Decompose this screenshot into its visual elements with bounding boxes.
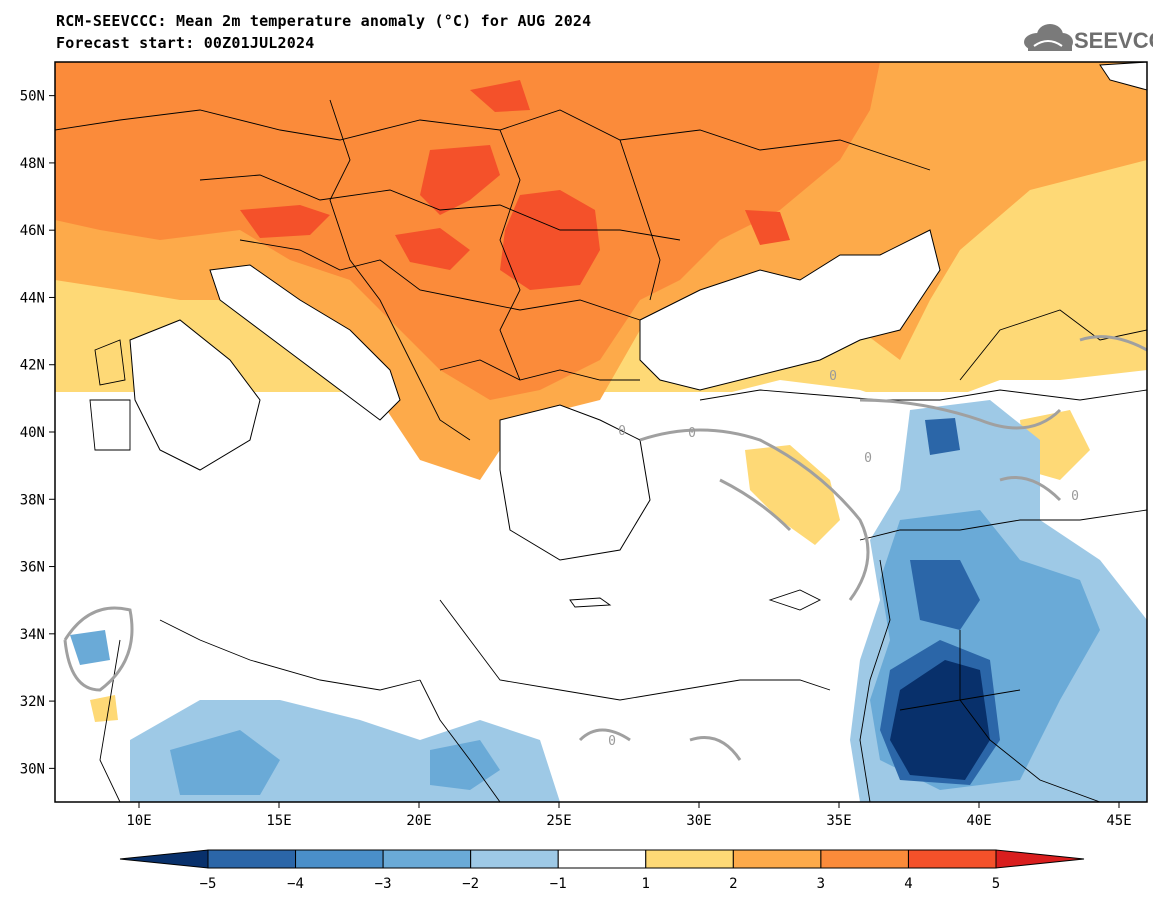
- colorbar-label: −4: [287, 876, 304, 892]
- map-title: RCM-SEEVCCC: Mean 2m temperature anomaly…: [56, 12, 592, 30]
- anomaly-region-red-pannonian: [395, 228, 470, 270]
- zero-contours: [63, 335, 1147, 761]
- adriatic-sea: [209, 264, 401, 421]
- colorbar-label: 5: [992, 876, 1000, 892]
- lon-tick-label: 10E: [126, 813, 151, 829]
- colorbar-segment: [295, 849, 384, 869]
- contour-zero-label: 0: [864, 451, 872, 466]
- lat-tick-label: 34N: [20, 627, 45, 643]
- colorbar-label: 3: [817, 876, 825, 892]
- colorbar-low-arrow: [119, 849, 209, 869]
- forecast-start-label: Forecast start: 00Z01JUL2024: [56, 34, 315, 52]
- contour-zero-label: 0: [829, 369, 837, 384]
- lon-tick-label: 45E: [1106, 813, 1131, 829]
- colorbar-label: −2: [462, 876, 479, 892]
- anomaly-region-light-orange-anatolia: [745, 445, 840, 545]
- anomaly-region-red-crimea: [745, 210, 790, 245]
- anomaly-region-red-north: [470, 80, 530, 112]
- colorbar-segment: [557, 849, 647, 869]
- black-sea: [639, 229, 941, 391]
- lat-tick-label: 30N: [20, 761, 45, 777]
- colorbar-label: −5: [200, 876, 217, 892]
- tyrrhenian-sea: [129, 319, 261, 471]
- lon-tick-label: 35E: [826, 813, 851, 829]
- colorbar-segment: [207, 849, 297, 869]
- logo-text: SEEVCCC: [1074, 28, 1153, 53]
- lon-tick-label: 30E: [686, 813, 711, 829]
- anomaly-region-mid-blue-south: [170, 730, 280, 795]
- colorbar-segment: [470, 849, 559, 869]
- contour-labels: 0 0 0 0 0 0: [608, 369, 1079, 749]
- lon-tick-label: 15E: [266, 813, 291, 829]
- lat-tick-label: 42N: [20, 358, 45, 374]
- colorbar-label: 4: [904, 876, 912, 892]
- colorbar-segment: [820, 849, 909, 869]
- colorbar-segment: [907, 849, 997, 869]
- colorbar-label: −1: [550, 876, 567, 892]
- anomaly-region-red-alps: [240, 205, 330, 238]
- lat-tick-label: 48N: [20, 156, 45, 172]
- contour-zero-label: 0: [608, 734, 616, 749]
- anomaly-region-dark-blue-levant: [910, 560, 980, 630]
- country-borders: [55, 99, 1147, 802]
- anomaly-region-red-carpathian: [420, 145, 500, 215]
- map-field: 0 0 0 0 0 0: [55, 62, 1147, 802]
- colorbar-segment: [645, 849, 734, 869]
- anomaly-region-darkest-blue-jordan: [890, 660, 990, 780]
- longitude-axis: 10E 15E 20E 25E 30E 35E 40E 45E: [126, 802, 1132, 829]
- cloud-logo-icon: [1024, 24, 1073, 51]
- lat-tick-label: 44N: [20, 290, 45, 306]
- contour-zero-label: 0: [618, 424, 626, 439]
- lat-tick-label: 32N: [20, 694, 45, 710]
- lon-tick-label: 25E: [546, 813, 571, 829]
- colorbar-high-arrow: [995, 849, 1085, 869]
- contour-zero-label: 0: [1071, 489, 1079, 504]
- latitude-axis: 50N 48N 46N 44N 42N 40N 38N 36N 34N 32N 30N: [20, 89, 55, 777]
- anomaly-region-mid-blue-tunisia: [70, 630, 110, 665]
- lat-tick-label: 38N: [20, 492, 45, 508]
- contour-zero-label: 0: [688, 426, 696, 441]
- lat-tick-label: 50N: [20, 89, 45, 105]
- colorbar-label: −3: [375, 876, 392, 892]
- seevccc-logo: SEEVCCC: [1024, 24, 1153, 53]
- lat-tick-label: 40N: [20, 425, 45, 441]
- anomaly-region-dark-blue-anatolia: [925, 418, 960, 455]
- aegean-sea: [499, 404, 651, 561]
- lat-tick-label: 46N: [20, 223, 45, 239]
- anomaly-region-dark-orange: [55, 62, 880, 400]
- lon-tick-label: 20E: [406, 813, 431, 829]
- caspian-fragment: [1099, 62, 1147, 91]
- colorbar: −5 −4 −3 −2 −1 1 2 3 4 5: [119, 849, 1085, 892]
- colorbar-segment: [732, 849, 822, 869]
- lon-tick-label: 40E: [966, 813, 991, 829]
- colorbar-segment: [382, 849, 472, 869]
- colorbar-label: 2: [729, 876, 737, 892]
- lat-tick-label: 36N: [20, 560, 45, 576]
- colorbar-label: 1: [642, 876, 650, 892]
- anomaly-region-light-orange-libya: [90, 695, 118, 722]
